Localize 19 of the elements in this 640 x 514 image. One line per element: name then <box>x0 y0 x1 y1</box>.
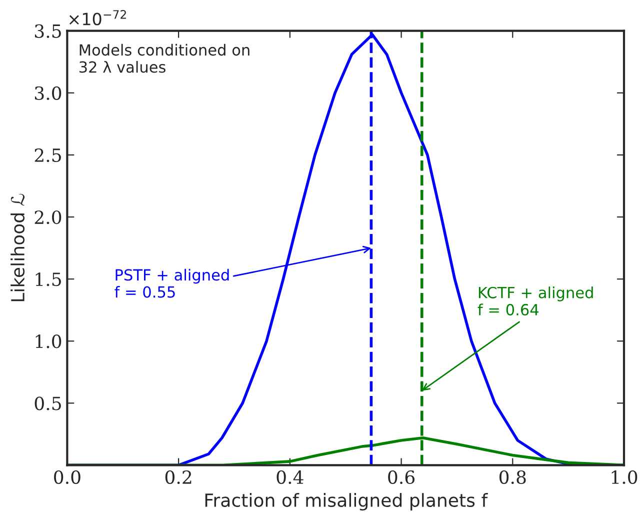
y-tick-label: 3.0 <box>35 86 62 100</box>
x-tick-label: 0.0 <box>54 470 80 484</box>
y-tick-label: 3.5 <box>35 24 61 38</box>
annotation: Models conditioned on 32 λ values <box>80 44 250 73</box>
text: ×10$^{−72}$ <box>69 10 126 26</box>
y-tick-label: 2.5 <box>34 148 61 162</box>
y-axis-title: Likelihood ℒ <box>10 194 25 302</box>
y-tick-label: 1.5 <box>36 272 61 286</box>
x-tick-label: 0.4 <box>276 470 304 484</box>
x-tick-label: 0.8 <box>499 470 526 484</box>
x-tick-label: 0.2 <box>165 470 192 484</box>
annotation: KCTF + aligned f = 0.64 <box>478 286 593 316</box>
y-tick-label: 0.5 <box>34 396 61 410</box>
y-tick-label: 2.0 <box>34 210 62 224</box>
annotation: PSTF + aligned f = 0.55 <box>114 268 229 298</box>
y-tick-label: 1.0 <box>36 334 62 348</box>
x-axis-title: Fraction of misaligned planets f <box>205 493 488 511</box>
x-tick-label: 0.6 <box>388 470 414 484</box>
x-tick-label: 1.0 <box>612 470 638 484</box>
